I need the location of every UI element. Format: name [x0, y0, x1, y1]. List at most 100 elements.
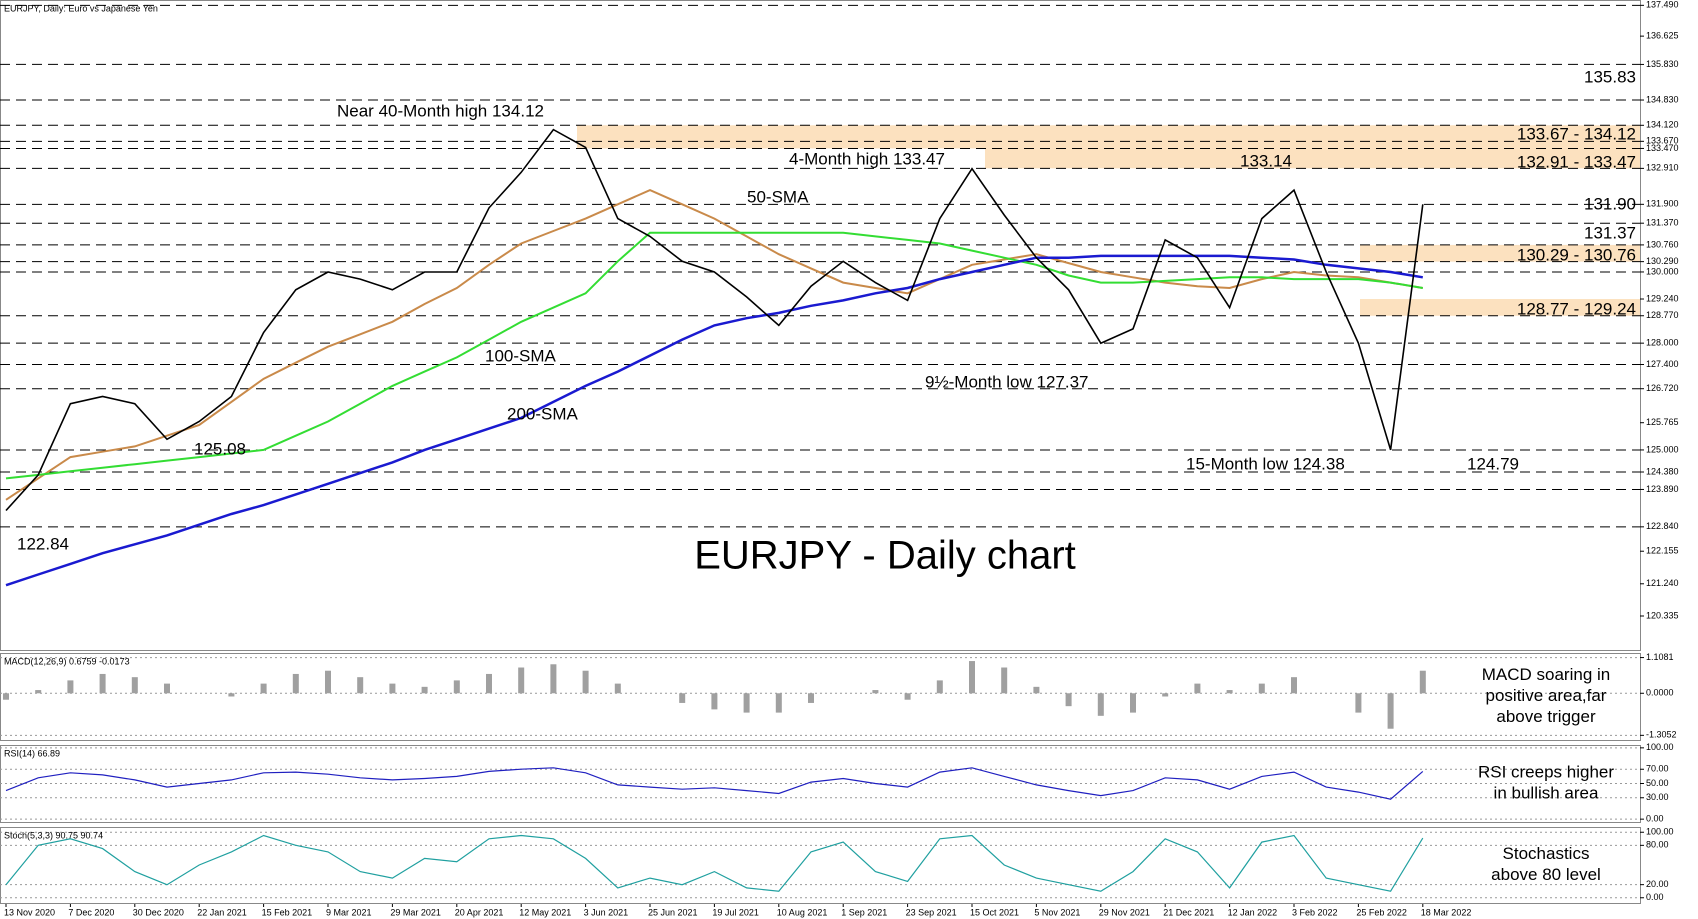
- macd-bar: [743, 693, 750, 713]
- y-tick-label: 50.00: [1646, 778, 1669, 788]
- y-tick-label: 0.00: [1646, 814, 1664, 824]
- chart-header: EURJPY, Daily: Euro vs Japanese Yen: [4, 3, 158, 13]
- macd-bar: [1355, 693, 1362, 713]
- x-tick-label: 29 Mar 2021: [390, 907, 441, 917]
- x-tick-label: 18 Mar 2022: [1421, 907, 1472, 917]
- indicator-line: [5, 834, 1424, 892]
- y-tick-label: 20.00: [1646, 879, 1669, 889]
- panel-comment: positive area,far: [1486, 686, 1607, 705]
- panel-comment: RSI creeps higher: [1478, 762, 1614, 781]
- y-tick-label: 80.00: [1646, 840, 1669, 850]
- macd-bar: [1387, 693, 1394, 729]
- x-tick-label: 29 Nov 2021: [1099, 907, 1150, 917]
- y-tick-label: 134.120: [1646, 120, 1679, 130]
- panel-comment: above trigger: [1496, 707, 1596, 726]
- level-label: 133.67 - 134.12: [1517, 124, 1636, 143]
- y-tick-label: 133.470: [1646, 143, 1679, 153]
- x-tick-label: 3 Feb 2022: [1292, 907, 1338, 917]
- zone: [577, 125, 1640, 149]
- chart-title: EURJPY - Daily chart: [694, 534, 1076, 578]
- macd-bar: [1065, 693, 1072, 707]
- y-tick-label: 123.890: [1646, 484, 1679, 494]
- sma-line: [5, 189, 1423, 501]
- macd-bar: [260, 683, 267, 694]
- x-tick-label: 7 Dec 2020: [68, 907, 114, 917]
- x-tick-label: 19 Jul 2021: [712, 907, 759, 917]
- macd-bar: [1033, 686, 1040, 694]
- macd-bar: [582, 670, 589, 694]
- macd-bar: [550, 664, 557, 694]
- macd-bar: [1291, 677, 1297, 694]
- y-tick-label: 130.290: [1646, 256, 1679, 266]
- x-tick-label: 15 Oct 2021: [970, 907, 1019, 917]
- level-label: 135.83: [1584, 67, 1636, 86]
- x-tick-label: 10 Aug 2021: [777, 907, 828, 917]
- macd-bar: [421, 686, 428, 694]
- level-label: 128.77 - 129.24: [1517, 299, 1636, 318]
- y-tick-label: 126.720: [1646, 383, 1679, 393]
- annotation: 122.84: [17, 534, 69, 553]
- y-tick-label: 132.910: [1646, 163, 1679, 173]
- x-tick-label: 21 Dec 2021: [1163, 907, 1214, 917]
- x-tick-label: 20 Apr 2021: [455, 907, 504, 917]
- macd-bar: [453, 680, 460, 694]
- y-tick-label: 128.000: [1646, 338, 1679, 348]
- macd-bar: [325, 670, 331, 694]
- macd-bar: [1001, 667, 1008, 694]
- y-tick-label: 130.000: [1646, 266, 1679, 276]
- annotation: 4-Month high 133.47: [789, 149, 945, 168]
- y-tick-label: 131.900: [1646, 199, 1679, 209]
- panel-header: RSI(14) 66.89: [4, 748, 60, 758]
- series-label: 50-SMA: [747, 187, 809, 206]
- annotation: 9½-Month low 127.37: [925, 372, 1089, 391]
- y-tick-label: 122.840: [1646, 521, 1679, 531]
- y-tick-label: 0.0000: [1646, 688, 1674, 698]
- y-tick-label: 134.830: [1646, 94, 1679, 104]
- x-tick-label: 12 May 2021: [519, 907, 571, 917]
- x-tick-label: 9 Mar 2021: [326, 907, 372, 917]
- y-tick-label: 131.370: [1646, 218, 1679, 228]
- y-tick-label: 135.830: [1646, 59, 1679, 69]
- y-tick-label: 136.625: [1646, 31, 1679, 41]
- y-tick-label: 130.760: [1646, 239, 1679, 249]
- y-tick-label: 125.765: [1646, 417, 1679, 427]
- macd-bar: [1162, 693, 1169, 697]
- x-tick-label: 1 Sep 2021: [841, 907, 887, 917]
- series-label: 100-SMA: [485, 346, 557, 365]
- sma-line: [5, 254, 1424, 587]
- panel-header: MACD(12,26,9) 0.6759 -0.0173: [4, 656, 130, 666]
- macd-bar: [614, 683, 621, 694]
- macd-bar: [969, 661, 975, 694]
- price-line: [5, 128, 1424, 512]
- x-tick-label: 25 Feb 2022: [1356, 907, 1407, 917]
- panel-comment: Stochastics: [1503, 844, 1590, 863]
- panel-comment: above 80 level: [1491, 865, 1601, 884]
- annotation: 125.08: [194, 439, 246, 458]
- y-tick-label: 128.770: [1646, 310, 1679, 320]
- macd-bar: [67, 680, 74, 694]
- macd-bar: [357, 677, 364, 694]
- macd-bar: [1194, 683, 1201, 694]
- macd-bar: [164, 683, 170, 694]
- panel-header: Stoch(5,3,3) 90.75 90.74: [4, 830, 103, 840]
- y-tick-label: 70.00: [1646, 764, 1669, 774]
- macd-bar: [872, 690, 879, 694]
- panel-comment: in bullish area: [1494, 783, 1599, 802]
- indicator-line: [5, 767, 1424, 800]
- sma-line: [5, 231, 1423, 480]
- macd-bar: [35, 690, 42, 694]
- y-tick-label: 125.000: [1646, 444, 1679, 454]
- panel-frame: [0, 827, 1641, 904]
- level-label: 131.90: [1584, 194, 1636, 213]
- zone: [985, 148, 1640, 169]
- macd-bar: [518, 667, 525, 694]
- macd-bar: [99, 673, 106, 694]
- x-tick-label: 25 Jun 2021: [648, 907, 698, 917]
- macd-bar: [1258, 683, 1265, 694]
- y-tick-label: 137.490: [1646, 0, 1679, 10]
- macd-bar: [3, 693, 9, 700]
- x-tick-label: 15 Feb 2021: [262, 907, 313, 917]
- x-tick-label: 23 Sep 2021: [906, 907, 957, 917]
- x-tick-label: 22 Jan 2021: [197, 907, 247, 917]
- macd-bar: [711, 693, 718, 710]
